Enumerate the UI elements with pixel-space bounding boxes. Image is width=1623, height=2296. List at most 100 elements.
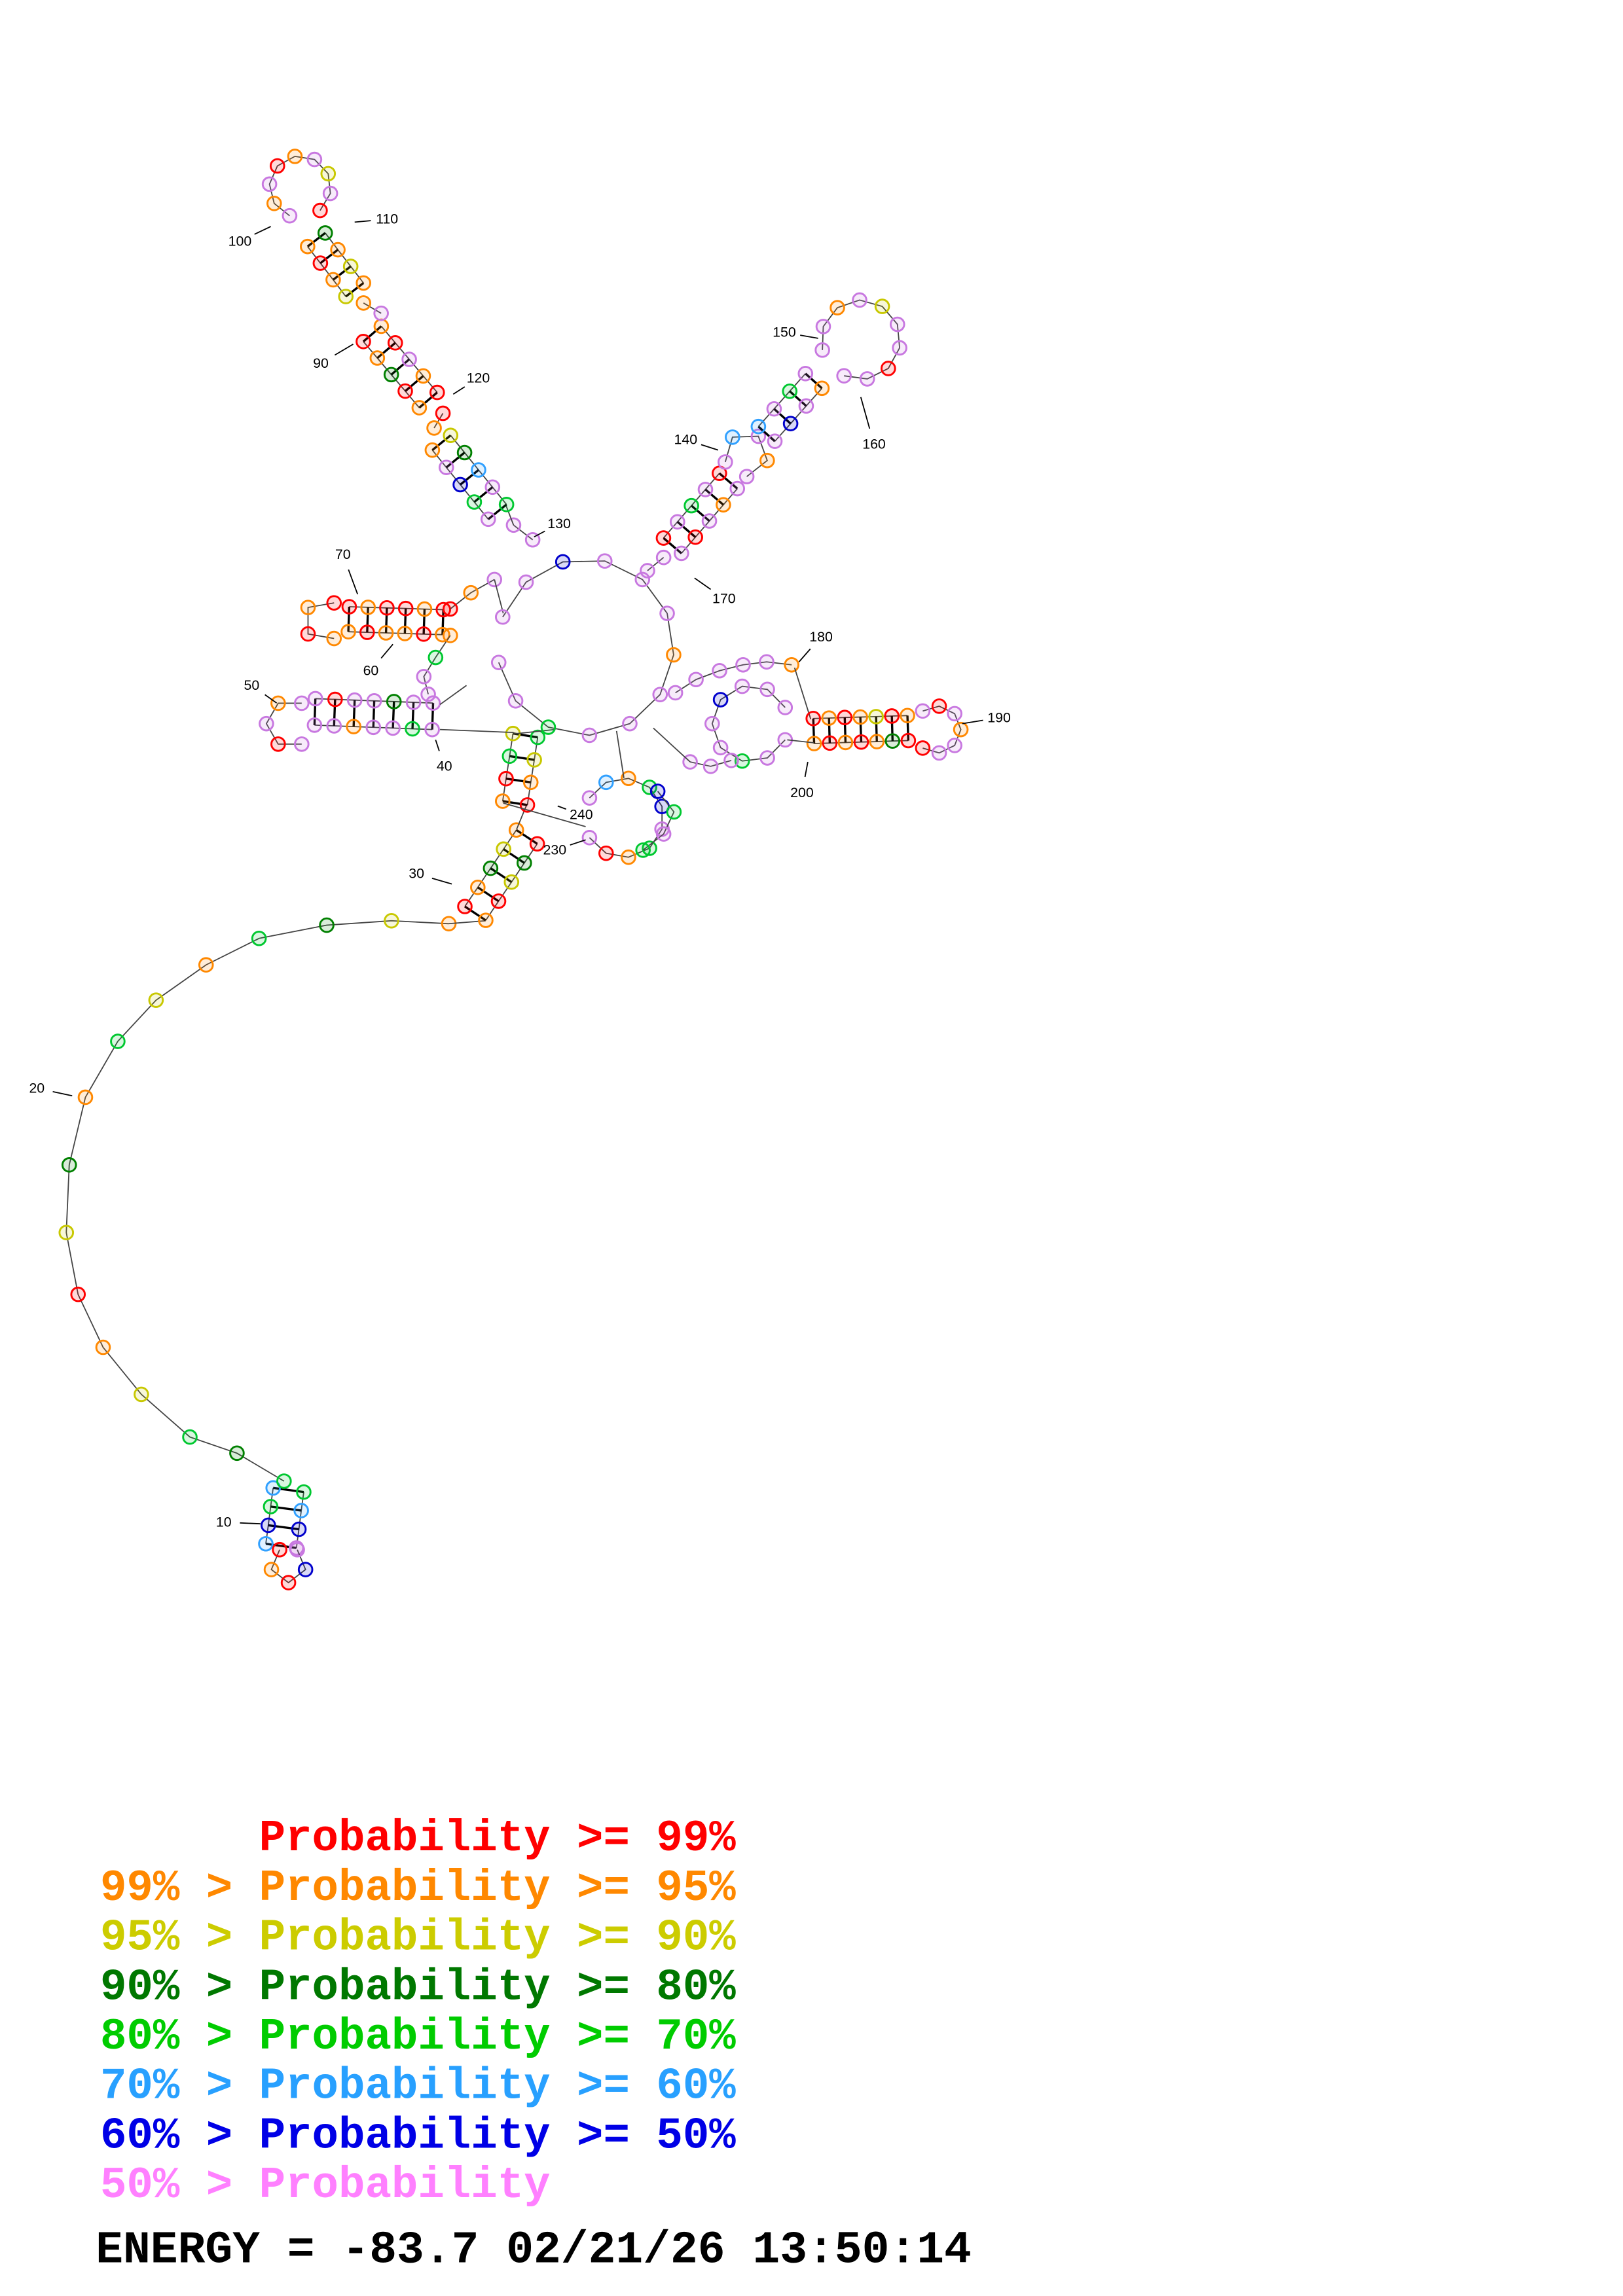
nucleotide [426, 420, 442, 436]
backbone-line [423, 635, 451, 694]
nucleotide [750, 418, 767, 435]
basepair-line [347, 606, 351, 632]
basepair-line [431, 703, 435, 730]
nucleotide [379, 600, 395, 616]
basepair-line [704, 488, 724, 506]
nucleotide [341, 599, 357, 615]
nucleotide [148, 992, 164, 1008]
nucleotide [881, 361, 896, 376]
position-label: 70 [335, 547, 359, 595]
basepair-line [404, 375, 424, 392]
backbone-line [65, 920, 449, 1482]
nucleotide [519, 797, 536, 813]
structure-chain [640, 549, 672, 579]
nucleotide [688, 672, 704, 688]
nucleotide [319, 917, 335, 933]
structure-stem [424, 427, 515, 528]
position-label: 190 [962, 709, 1011, 725]
probability-legend: Probability >= 99%99% > Probability >= 9… [100, 1814, 736, 2211]
backbone-line [363, 302, 382, 314]
position-label: 90 [313, 344, 354, 371]
nucleotide [947, 738, 962, 753]
nucleotide [280, 1575, 297, 1590]
basepair-line [718, 472, 739, 490]
nucleotide [466, 494, 483, 510]
nucleotide [330, 242, 346, 258]
nucleotide [526, 752, 542, 768]
backbone-line [348, 631, 443, 636]
position-label-text: 140 [674, 432, 698, 448]
label-tick-line [334, 344, 354, 356]
nucleotide [634, 571, 651, 588]
nucleotide [463, 584, 479, 601]
structure-loop [259, 695, 310, 752]
legend-item: 90% > Probability >= 80% [100, 1963, 736, 2013]
nucleotide [312, 202, 328, 219]
structure-link [513, 728, 555, 735]
nucleotide [307, 691, 323, 707]
nucleotide [652, 687, 668, 702]
basepair-line [418, 391, 438, 409]
backbone-line [526, 737, 539, 806]
nucleotide [598, 845, 614, 861]
structure-loop [581, 770, 670, 865]
connector-line [513, 728, 555, 735]
basepair-line [805, 372, 823, 389]
structure-chain [58, 912, 457, 1489]
label-tick-line [264, 694, 278, 704]
position-label-text: 20 [29, 1081, 45, 1096]
structure-loop [718, 428, 775, 484]
nucleotide [622, 715, 638, 732]
nucleotide [953, 721, 969, 738]
nucleotide [405, 694, 422, 710]
nucleotide [366, 693, 382, 709]
backbone-line [307, 602, 335, 639]
structure-chain [442, 571, 503, 617]
structure-link [653, 727, 691, 762]
nucleotide [659, 605, 675, 621]
label-tick-line [800, 334, 818, 339]
position-label-text: 50 [244, 677, 260, 693]
nucleotide [859, 371, 875, 387]
rna-structure-diagram [58, 149, 969, 1590]
nucleotide [822, 735, 838, 751]
nucleotide [356, 334, 371, 350]
nucleotide [530, 729, 546, 745]
nucleotide [438, 459, 454, 475]
nucleotide [95, 1339, 111, 1355]
nucleotide [198, 957, 214, 973]
nucleotide [424, 721, 440, 738]
label-tick-line [694, 577, 712, 590]
nucleotide [340, 624, 356, 640]
nucleotide [490, 893, 507, 909]
nucleotide [598, 774, 614, 791]
connector-line [505, 505, 515, 526]
nucleotide [655, 549, 672, 565]
nucleotide [480, 511, 496, 528]
backbone-line [675, 661, 792, 694]
nucleotide [387, 335, 403, 351]
position-label: 160 [860, 397, 886, 452]
nucleotide [869, 734, 885, 749]
nucleotide [415, 368, 431, 384]
position-label-text: 30 [409, 866, 424, 882]
position-label-text: 100 [228, 233, 252, 249]
nucleotide [269, 158, 285, 174]
backbone-line [349, 606, 444, 611]
structure-stem [356, 318, 445, 416]
nucleotide [729, 480, 746, 497]
nucleotide [259, 715, 274, 732]
basepair-line [505, 778, 531, 783]
nucleotide [797, 366, 814, 382]
nucleotide [798, 398, 814, 414]
structure-chain [635, 783, 682, 858]
nucleotide [443, 427, 459, 443]
nucleotide [701, 513, 718, 529]
nucleotide [70, 1286, 86, 1302]
nucleotide [320, 166, 337, 182]
position-label: 200 [790, 761, 814, 800]
position-label: 40 [435, 740, 452, 774]
nucleotide [852, 709, 868, 725]
backbone-line [450, 579, 495, 610]
position-label: 20 [29, 1081, 73, 1097]
